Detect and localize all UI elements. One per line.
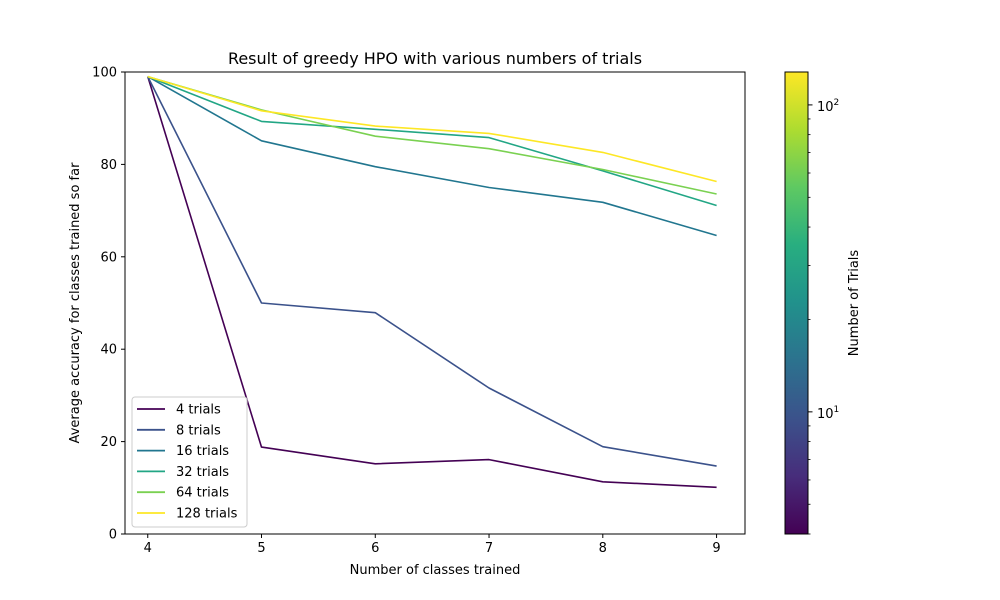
legend-label: 64 trials	[176, 486, 229, 501]
y-tick-label: 100	[92, 66, 117, 81]
series-line-16-trials	[147, 75, 717, 237]
legend-entries: 4 trials 8 trials 16 trials 32 trials 64 tri…	[137, 403, 238, 522]
legend-label: 32 trials	[176, 465, 229, 480]
colorbar-tick-label: 102	[817, 98, 839, 115]
y-tick-label: 60	[100, 250, 117, 265]
y-tick-label: 80	[100, 158, 117, 173]
series-layer	[147, 75, 717, 489]
series-line-128-trials	[147, 75, 717, 183]
series-line-4-trials	[147, 76, 717, 489]
x-axis-label: Number of classes trained	[350, 563, 521, 578]
y-tick-label: 0	[109, 528, 117, 543]
x-tick-label: 4	[144, 541, 152, 556]
colorbar-gradient	[784, 71, 809, 535]
legend-label: 8 trials	[176, 423, 221, 438]
x-axis: 4 5 6 7 8 9	[144, 534, 721, 556]
series-line-8-trials	[147, 76, 717, 467]
y-tick-label: 20	[100, 435, 117, 450]
axes-frame	[124, 71, 746, 535]
chart-title: Result of greedy HPO with various number…	[228, 49, 642, 68]
legend-label: 128 trials	[176, 507, 238, 522]
x-tick-label: 9	[712, 541, 720, 556]
y-axis: 0 20 40 60 80 100	[92, 66, 125, 543]
legend-label: 16 trials	[176, 444, 229, 459]
x-tick-label: 8	[599, 541, 607, 556]
x-tick-label: 5	[257, 541, 265, 556]
x-tick-label: 6	[371, 541, 379, 556]
y-axis-label: Average accuracy for classes trained so …	[68, 162, 83, 444]
colorbar-ticks: 101 102	[808, 98, 839, 535]
x-tick-label: 7	[485, 541, 493, 556]
series-line-32-trials	[147, 75, 717, 207]
y-tick-label: 40	[100, 343, 117, 358]
plot-area: 4 5 6 7 8 9 0 20 40 60 80 100	[92, 66, 746, 556]
colorbar-label: Number of Trials	[847, 250, 862, 357]
legend: 4 trials 8 trials 16 trials 32 trials 64 tri…	[131, 396, 248, 528]
legend-label: 4 trials	[176, 403, 221, 418]
colorbar-tick-label: 101	[817, 405, 839, 422]
colorbar: 101 102 Number of Trials	[784, 71, 862, 535]
